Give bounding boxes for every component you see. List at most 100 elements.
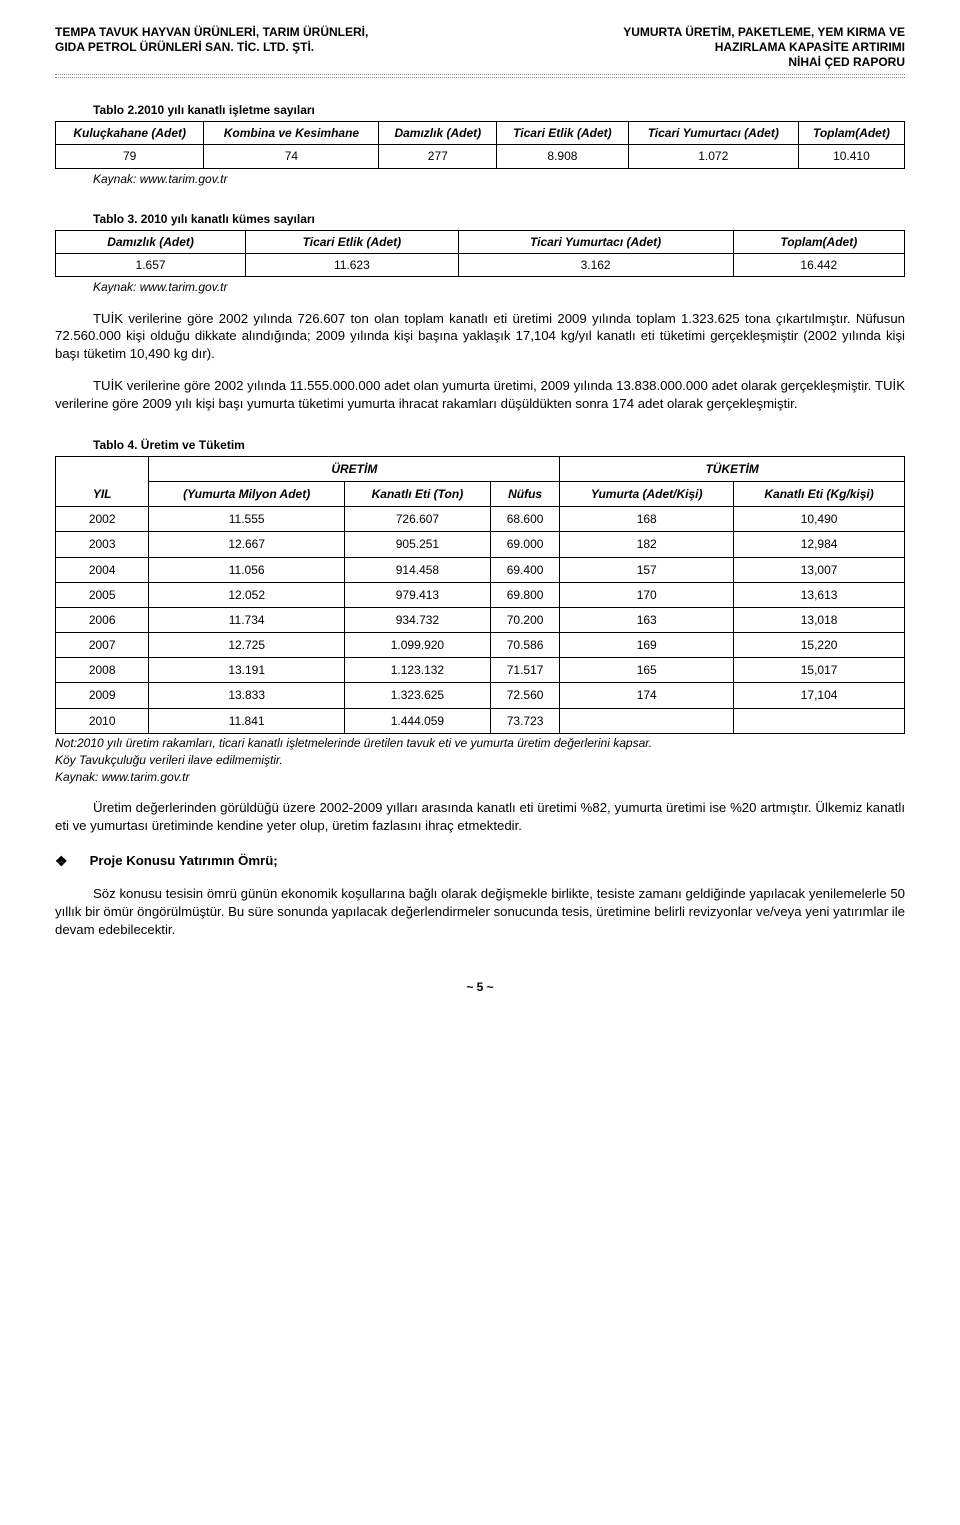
cell: 1.099.920 (344, 633, 490, 658)
cell: 169 (560, 633, 734, 658)
cell: 2003 (56, 532, 149, 557)
table-row: 2002 11.555 726.607 68.600 168 10,490 (56, 507, 905, 532)
paragraph-4: Söz konusu tesisin ömrü günün ekonomik k… (55, 885, 905, 938)
header-separator (55, 74, 905, 75)
cell: 13,018 (734, 607, 905, 632)
cell: 70.200 (490, 607, 559, 632)
table4-h-kanatli-ton: Kanatlı Eti (Ton) (344, 481, 490, 506)
header-left: TEMPA TAVUK HAYVAN ÜRÜNLERİ, TARIM ÜRÜNL… (55, 25, 368, 55)
cell: 72.560 (490, 683, 559, 708)
cell: 11.734 (149, 607, 345, 632)
cell: 2010 (56, 708, 149, 733)
page-number: ~ 5 ~ (55, 979, 905, 995)
table2-c0: 79 (56, 145, 204, 168)
cell: 12,984 (734, 532, 905, 557)
cell: 1.323.625 (344, 683, 490, 708)
table3: Damızlık (Adet) Ticari Etlik (Adet) Tica… (55, 230, 905, 277)
table-row: 2005 12.052 979.413 69.800 170 13,613 (56, 582, 905, 607)
cell: 2008 (56, 658, 149, 683)
table2-row: 79 74 277 8.908 1.072 10.410 (56, 145, 905, 168)
cell: 69.400 (490, 557, 559, 582)
table4-gh-tuketim: TÜKETİM (560, 456, 905, 481)
cell: 905.251 (344, 532, 490, 557)
table4-h-yumurta-adet: Yumurta (Adet/Kişi) (560, 481, 734, 506)
table4-caption: Tablo 4. Üretim ve Tüketim (55, 437, 905, 453)
table3-h2: Ticari Yumurtacı (Adet) (458, 230, 733, 253)
table4-header-row: YIL (Yumurta Milyon Adet) Kanatlı Eti (T… (56, 481, 905, 506)
table4-h-yumurta: (Yumurta Milyon Adet) (149, 481, 345, 506)
table3-caption: Tablo 3. 2010 yılı kanatlı kümes sayılar… (55, 211, 905, 227)
table-row: 2006 11.734 934.732 70.200 163 13,018 (56, 607, 905, 632)
cell: 168 (560, 507, 734, 532)
table3-c1: 11.623 (246, 254, 459, 277)
header-right-line1: YUMURTA ÜRETİM, PAKETLEME, YEM KIRMA VE (623, 25, 905, 40)
table4-h-kanatli-kg: Kanatlı Eti (Kg/kişi) (734, 481, 905, 506)
table4-body: 2002 11.555 726.607 68.600 168 10,490 20… (56, 507, 905, 734)
cell: 11.555 (149, 507, 345, 532)
table4-footnote1: Not:2010 yılı üretim rakamları, ticari k… (55, 736, 905, 751)
table2-h5: Toplam(Adet) (798, 122, 904, 145)
table-row: 2004 11.056 914.458 69.400 157 13,007 (56, 557, 905, 582)
table2-c1: 74 (204, 145, 379, 168)
header-left-line2: GIDA PETROL ÜRÜNLERİ SAN. TİC. LTD. ŞTİ. (55, 40, 368, 55)
cell: 12.052 (149, 582, 345, 607)
cell: 170 (560, 582, 734, 607)
header-left-line1: TEMPA TAVUK HAYVAN ÜRÜNLERİ, TARIM ÜRÜNL… (55, 25, 368, 40)
cell (560, 708, 734, 733)
table3-h3: Toplam(Adet) (733, 230, 904, 253)
table2-c4: 1.072 (628, 145, 798, 168)
paragraph-3: Üretim değerlerinden görüldüğü üzere 200… (55, 799, 905, 835)
diamond-icon: ❖ (55, 852, 68, 871)
cell: 13,613 (734, 582, 905, 607)
header-separator-2 (55, 77, 905, 78)
cell: 11.056 (149, 557, 345, 582)
section-title: Proje Konusu Yatırımın Ömrü; (90, 852, 278, 871)
cell: 726.607 (344, 507, 490, 532)
table-row: 2009 13.833 1.323.625 72.560 174 17,104 (56, 683, 905, 708)
cell: 10,490 (734, 507, 905, 532)
cell: 13.833 (149, 683, 345, 708)
cell: 914.458 (344, 557, 490, 582)
cell: 70.586 (490, 633, 559, 658)
cell: 73.723 (490, 708, 559, 733)
table2-source: Kaynak: www.tarim.gov.tr (55, 171, 905, 187)
section-heading: ❖ Proje Konusu Yatırımın Ömrü; (55, 852, 905, 871)
cell: 1.123.132 (344, 658, 490, 683)
table2: Kuluçkahane (Adet) Kombina ve Kesimhane … (55, 121, 905, 168)
table3-h0: Damızlık (Adet) (56, 230, 246, 253)
table-row: 2008 13.191 1.123.132 71.517 165 15,017 (56, 658, 905, 683)
table2-h0: Kuluçkahane (Adet) (56, 122, 204, 145)
table4-h-nufus: Nüfus (490, 481, 559, 506)
table2-h2: Damızlık (Adet) (379, 122, 497, 145)
table2-h3: Ticari Etlik (Adet) (497, 122, 629, 145)
table3-h1: Ticari Etlik (Adet) (246, 230, 459, 253)
cell: 174 (560, 683, 734, 708)
cell: 163 (560, 607, 734, 632)
table2-header-row: Kuluçkahane (Adet) Kombina ve Kesimhane … (56, 122, 905, 145)
table2-c2: 277 (379, 145, 497, 168)
cell: 15,220 (734, 633, 905, 658)
cell: 15,017 (734, 658, 905, 683)
table4-group-header: ÜRETİM TÜKETİM (56, 456, 905, 481)
cell: 2002 (56, 507, 149, 532)
table3-row: 1.657 11.623 3.162 16.442 (56, 254, 905, 277)
cell: 182 (560, 532, 734, 557)
cell (734, 708, 905, 733)
table4-gh-uretim: ÜRETİM (149, 456, 560, 481)
cell: 934.732 (344, 607, 490, 632)
cell: 2006 (56, 607, 149, 632)
table-row: 2010 11.841 1.444.059 73.723 (56, 708, 905, 733)
table3-c3: 16.442 (733, 254, 904, 277)
cell: 71.517 (490, 658, 559, 683)
table4: ÜRETİM TÜKETİM YIL (Yumurta Milyon Adet)… (55, 456, 905, 734)
cell: 165 (560, 658, 734, 683)
table2-h4: Ticari Yumurtacı (Adet) (628, 122, 798, 145)
table3-header-row: Damızlık (Adet) Ticari Etlik (Adet) Tica… (56, 230, 905, 253)
cell: 157 (560, 557, 734, 582)
header-right-line3: NİHAİ ÇED RAPORU (623, 55, 905, 70)
table2-h1: Kombina ve Kesimhane (204, 122, 379, 145)
page-header: TEMPA TAVUK HAYVAN ÜRÜNLERİ, TARIM ÜRÜNL… (55, 25, 905, 70)
table3-c2: 3.162 (458, 254, 733, 277)
cell: 1.444.059 (344, 708, 490, 733)
cell: 2007 (56, 633, 149, 658)
